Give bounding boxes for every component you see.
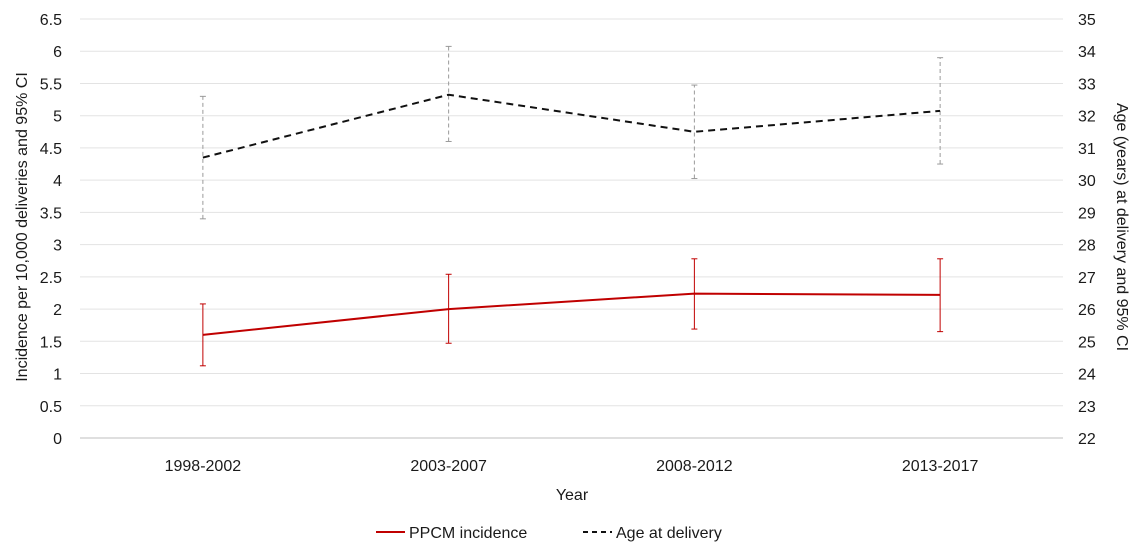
right-tick-label: 26 <box>1078 302 1096 319</box>
left-tick-label: 6.5 <box>40 12 62 29</box>
series-line-ppcm-incidence <box>203 294 940 335</box>
left-tick-label: 0 <box>53 431 62 448</box>
left-tick-label: 3 <box>53 238 62 255</box>
left-axis-ticks: 0 0.5 1 1.5 2 2.5 3 3.5 4 4.5 5 5.5 6 6.5 <box>40 12 62 448</box>
left-tick-label: 4.5 <box>40 141 62 158</box>
x-tick-label: 2008-2012 <box>656 458 733 475</box>
x-tick-label: 2003-2007 <box>410 458 487 475</box>
x-tick-label: 1998-2002 <box>165 458 242 475</box>
gridlines <box>80 19 1063 438</box>
right-tick-label: 23 <box>1078 399 1096 416</box>
left-tick-label: 2 <box>53 302 62 319</box>
right-tick-label: 29 <box>1078 205 1096 222</box>
left-tick-label: 3.5 <box>40 205 62 222</box>
x-axis-ticks: 1998-2002 2003-2007 2008-2012 2013-2017 <box>165 458 979 475</box>
right-tick-label: 30 <box>1078 173 1096 190</box>
right-tick-label: 25 <box>1078 334 1096 351</box>
series-lines <box>203 95 940 335</box>
left-tick-label: 4 <box>53 173 62 190</box>
right-tick-label: 28 <box>1078 238 1096 255</box>
left-tick-label: 5 <box>53 109 62 126</box>
left-tick-label: 0.5 <box>40 399 62 416</box>
legend: PPCM incidence Age at delivery <box>376 525 722 542</box>
legend-label-ppcm: PPCM incidence <box>409 525 527 542</box>
right-tick-label: 35 <box>1078 12 1096 29</box>
right-tick-label: 31 <box>1078 141 1096 158</box>
left-axis-title: Incidence per 10,000 deliveries and 95% … <box>14 72 31 382</box>
error-bars <box>200 46 943 365</box>
left-tick-label: 2.5 <box>40 270 62 287</box>
left-tick-label: 1.5 <box>40 334 62 351</box>
right-tick-label: 24 <box>1078 367 1096 384</box>
right-tick-label: 22 <box>1078 431 1096 448</box>
right-axis-title: Age (years) at delivery and 95% CI <box>1113 103 1130 351</box>
left-tick-label: 1 <box>53 367 62 384</box>
right-axis-ticks: 22 23 24 25 26 27 28 29 30 31 32 33 34 35 <box>1078 12 1096 448</box>
x-axis-title: Year <box>556 487 589 504</box>
left-tick-label: 5.5 <box>40 76 62 93</box>
x-tick-label: 2013-2017 <box>902 458 979 475</box>
right-tick-label: 33 <box>1078 76 1096 93</box>
left-tick-label: 6 <box>53 44 62 61</box>
right-tick-label: 27 <box>1078 270 1096 287</box>
right-tick-label: 32 <box>1078 109 1096 126</box>
right-tick-label: 34 <box>1078 44 1096 61</box>
legend-label-age: Age at delivery <box>616 525 722 542</box>
